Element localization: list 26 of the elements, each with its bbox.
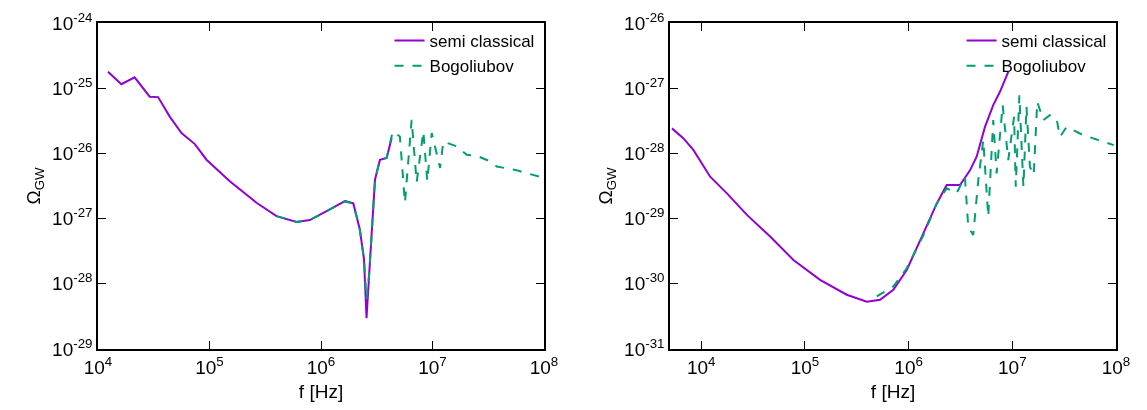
y-tick-label: 10$^{-29}$ (624, 205, 665, 230)
legend-label: Bogoliubov (429, 57, 515, 77)
legend-label: semi classical (429, 32, 535, 52)
x-tick-label: 10$^{6}$ (306, 353, 336, 378)
x-tick-label: 10$^{7}$ (998, 353, 1027, 378)
x-tick-label: 10$^{8}$ (529, 353, 559, 378)
x-tick-label: 10$^{7}$ (418, 353, 447, 378)
x-axis-title: f [Hz] (870, 380, 916, 402)
y-tick-label: 10$^{-26}$ (624, 9, 665, 34)
y-tick-label: 10$^{-27}$ (624, 74, 665, 99)
x-tick-label: 10$^{5}$ (195, 353, 224, 378)
legend-label: semi classical (1001, 32, 1107, 52)
y-tick-label: 10$^{-26}$ (52, 140, 93, 165)
y-tick-label: 10$^{-25}$ (52, 74, 93, 99)
y-tick-label: 10$^{-27}$ (52, 205, 93, 230)
y-tick-label: 10$^{-28}$ (624, 140, 665, 165)
y-tick-label: 10$^{-24}$ (52, 9, 93, 34)
y-tick-label: 10$^{-31}$ (624, 335, 665, 360)
x-axis-title: f [Hz] (298, 380, 344, 402)
x-tick-label: 10$^{4}$ (686, 353, 716, 378)
x-tick-label: 10$^{5}$ (790, 353, 820, 378)
x-tick-label: 10$^{6}$ (894, 353, 923, 378)
legend-label: Bogoliubov (1001, 57, 1087, 77)
y-tick-label: 10$^{-30}$ (624, 270, 665, 295)
y-tick-label: 10$^{-28}$ (52, 270, 93, 295)
x-tick-label: 10$^{8}$ (1101, 353, 1131, 378)
